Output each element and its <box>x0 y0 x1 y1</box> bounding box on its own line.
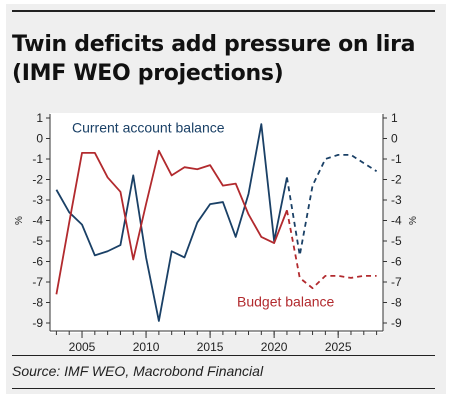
x-tick-label: 2010 <box>133 340 160 354</box>
y-tick-label-right: -4 <box>391 214 402 228</box>
y-tick-label-right: 1 <box>391 111 398 125</box>
y-tick-label-right: -1 <box>391 152 402 166</box>
top-rule <box>12 10 435 12</box>
series-line-0 <box>55 123 288 322</box>
y-tick-label-right: -3 <box>391 193 402 207</box>
x-tick-label: 2015 <box>197 340 224 354</box>
bottom-rule <box>12 388 435 389</box>
y-axis-title-left: % <box>14 216 25 225</box>
y-tick-label-right: -6 <box>391 255 402 269</box>
y-tick-label-right: -2 <box>391 173 402 187</box>
y-tick-label-right: 0 <box>391 132 398 146</box>
chart-title: Twin deficits add pressure on lira (IMF … <box>12 32 416 86</box>
x-tick-label: 2020 <box>261 340 288 354</box>
annotation-current-account: Current account balance <box>72 119 225 135</box>
y-tick-label-right: -8 <box>391 296 402 310</box>
y-tick-label-right: -7 <box>391 275 402 289</box>
y-tick-label-left: -5 <box>32 234 43 248</box>
y-tick-label-left: -4 <box>32 214 43 228</box>
y-tick-label-left: -8 <box>32 296 43 310</box>
plot-area <box>50 113 383 333</box>
y-tick-label-left: 0 <box>36 132 43 146</box>
source-rule <box>12 355 435 356</box>
annotation-budget-balance: Budget balance <box>237 294 335 310</box>
x-tick-label: 2005 <box>69 340 96 354</box>
y-tick-label-right: -9 <box>391 316 402 330</box>
y-tick-label-left: -6 <box>32 255 43 269</box>
y-tick-label-left: 1 <box>36 111 43 125</box>
y-tick-label-left: -3 <box>32 193 43 207</box>
source-note: Source: IMF WEO, Macrobond Financial <box>12 363 264 379</box>
y-tick-label-left: -7 <box>32 275 43 289</box>
y-tick-label-left: -9 <box>32 316 43 330</box>
y-tick-label-left: -1 <box>32 152 43 166</box>
y-axis-title-right: % <box>408 216 419 225</box>
series-projection-1 <box>286 210 377 290</box>
series-line-1 <box>55 149 288 295</box>
y-tick-label-right: -5 <box>391 234 402 248</box>
series-projection-0 <box>286 153 378 257</box>
y-tick-label-left: -2 <box>32 173 43 187</box>
x-tick-label: 2025 <box>325 340 352 354</box>
